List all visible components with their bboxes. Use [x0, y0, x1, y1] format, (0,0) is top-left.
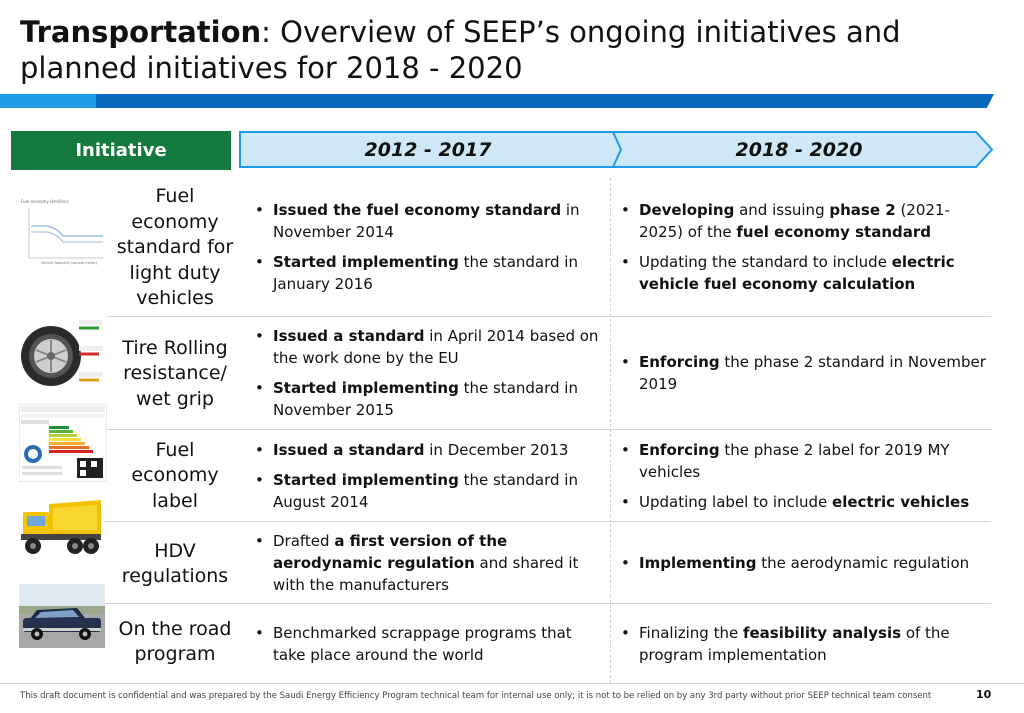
bullet-text: the phase 2 label for 2019 MY vehicles [639, 441, 950, 481]
fuel-economy-label-image [19, 404, 107, 482]
row-3-2012-2017: Issued a standard in December 2013 Starte… [254, 434, 600, 518]
fuel-economy-chart-image: Fuel economy (km/liter) Vehicle footprin… [19, 196, 107, 266]
column-divider [610, 178, 611, 683]
bullet-bold-text: Started implementing [273, 379, 459, 397]
bullet-bold-text: electric vehicles [832, 493, 970, 511]
bullet-item: Issued a standard in April 2014 based on… [254, 325, 600, 369]
bullet-text: and issuing [734, 201, 830, 219]
bullet-item: Started implementing the standard in Nov… [254, 377, 600, 421]
initiative-label-hdv: HDV regulations [121, 539, 229, 588]
row-divider [104, 521, 991, 522]
svg-text:Fuel economy (km/liter): Fuel economy (km/liter) [21, 199, 69, 204]
tire-image [19, 316, 107, 402]
bullet-bold-text: Developing [639, 201, 735, 219]
svg-text:Vehicle footprint (square mete: Vehicle footprint (square meter) [41, 261, 98, 265]
bullet-bold-text: phase 2 [829, 201, 896, 219]
initiative-label-tire: Tire Rolling resistance/ wet grip [122, 336, 228, 410]
bullet-text: Updating the standard to include [639, 253, 892, 271]
page-number: 10 [976, 688, 992, 701]
bullet-item: Issued the fuel economy standard in Nove… [254, 199, 600, 243]
bullet-text: Drafted [273, 532, 335, 550]
old-car-image [19, 584, 105, 648]
bullet-text: the aerodynamic regulation [756, 554, 970, 572]
bullet-text: in April 2014 based on the work done by … [273, 327, 599, 367]
bullet-text: the standard in January 2016 [273, 253, 578, 293]
period-1-chevron: 2012 - 2017 [239, 131, 624, 168]
page-title: Transportation: Overview of SEEP’s ongoi… [20, 14, 1010, 86]
bullet-item: Started implementing the standard in Jan… [254, 251, 600, 295]
bullet-text: the phase 2 standard in November 2019 [639, 353, 986, 393]
row-2-2012-2017: Issued a standard in April 2014 based on… [254, 320, 600, 426]
bullet-item: Developing and issuing phase 2 (2021-202… [620, 199, 990, 243]
title-band-light [0, 94, 96, 108]
initiative-header-label: Initiative [75, 140, 167, 161]
bullet-text: Finalizing the [639, 624, 743, 642]
bullet-text: in December 2013 [424, 441, 569, 459]
bullet-item: Finalizing the feasibility analysis of t… [620, 622, 990, 666]
row-3-2018-2020: Enforcing the phase 2 label for 2019 MY … [620, 434, 990, 518]
bullet-item: Drafted a first version of the aerodynam… [254, 530, 600, 596]
footer-disclaimer: This draft document is confidential and … [20, 691, 932, 701]
bullet-bold-text: fuel economy standard [736, 223, 932, 241]
bullet-item: Issued a standard in December 2013 [254, 439, 600, 461]
footer-divider [0, 683, 1024, 684]
page-title-bold: Transportation [20, 15, 262, 49]
row-4-2018-2020: Implementing the aerodynamic regulation [620, 524, 990, 602]
bullet-text: the standard in August 2014 [273, 471, 578, 511]
row-5-2012-2017: Benchmarked scrappage programs that take… [254, 610, 600, 678]
initiative-label-on-the-road: On the road program [118, 617, 232, 666]
row-1-2012-2017: Issued the fuel economy standard in Nove… [254, 190, 600, 304]
bullet-text: and shared it with the manufacturers [273, 554, 579, 594]
bullet-item: Implementing the aerodynamic regulation [620, 552, 990, 574]
period-2-label: 2018 - 2020 [735, 138, 863, 161]
bullet-bold-text: Issued a standard [273, 441, 425, 459]
initiative-label-fuel-economy-standard: Fuel economy standard for light duty veh… [116, 185, 234, 310]
bullet-bold-text: a first version of the aerodynamic regul… [273, 532, 508, 572]
bullet-item: Updating the standard to include electri… [620, 251, 990, 295]
bullet-bold-text: Enforcing [639, 353, 720, 371]
bullet-item: Started implementing the standard in Aug… [254, 469, 600, 513]
bullet-text: of the program implementation [639, 624, 950, 664]
bullet-text: Updating label to include [639, 493, 833, 511]
initiative-label-fuel-economy-label: Fuel economy label [131, 438, 219, 512]
title-band-dark [96, 94, 994, 108]
row-2-2018-2020: Enforcing the phase 2 standard in Novemb… [620, 320, 990, 426]
period-1-label: 2012 - 2017 [364, 138, 492, 161]
bullet-text: (2021-2025) of the [639, 201, 950, 241]
bullet-text: the standard in November 2015 [273, 379, 578, 419]
period-2-chevron: 2018 - 2020 [612, 131, 994, 168]
dump-truck-image [19, 496, 103, 558]
bullet-bold-text: Issued a standard [273, 327, 425, 345]
row-4-2012-2017: Drafted a first version of the aerodynam… [254, 524, 600, 602]
row-divider [104, 316, 991, 317]
initiative-header: Initiative [11, 131, 231, 170]
row-1-2018-2020: Developing and issuing phase 2 (2021-202… [620, 190, 990, 304]
bullet-bold-text: Started implementing [273, 471, 459, 489]
page-title-rest: : Overview of SEEP’s ongoing initiatives… [20, 15, 901, 85]
chevron-shape [612, 131, 994, 168]
bullet-item: Enforcing the phase 2 standard in Novemb… [620, 351, 990, 395]
bullet-bold-text: feasibility analysis [742, 624, 902, 642]
bullet-text: Benchmarked scrappage programs that take… [273, 624, 572, 664]
bullet-text: in November 2014 [273, 201, 580, 241]
bullet-bold-text: Enforcing [639, 441, 720, 459]
bullet-item: Benchmarked scrappage programs that take… [254, 622, 600, 666]
row-divider [104, 603, 991, 604]
bullet-bold-text: Issued the fuel economy standard [273, 201, 562, 219]
bullet-item: Enforcing the phase 2 label for 2019 MY … [620, 439, 990, 483]
bullet-item: Updating label to include electric vehic… [620, 491, 990, 513]
row-divider [104, 429, 991, 430]
bullet-bold-text: Started implementing [273, 253, 459, 271]
row-5-2018-2020: Finalizing the feasibility analysis of t… [620, 610, 990, 678]
bullet-bold-text: Implementing [639, 554, 757, 572]
bullet-bold-text: electric vehicle fuel economy calculatio… [639, 253, 955, 293]
